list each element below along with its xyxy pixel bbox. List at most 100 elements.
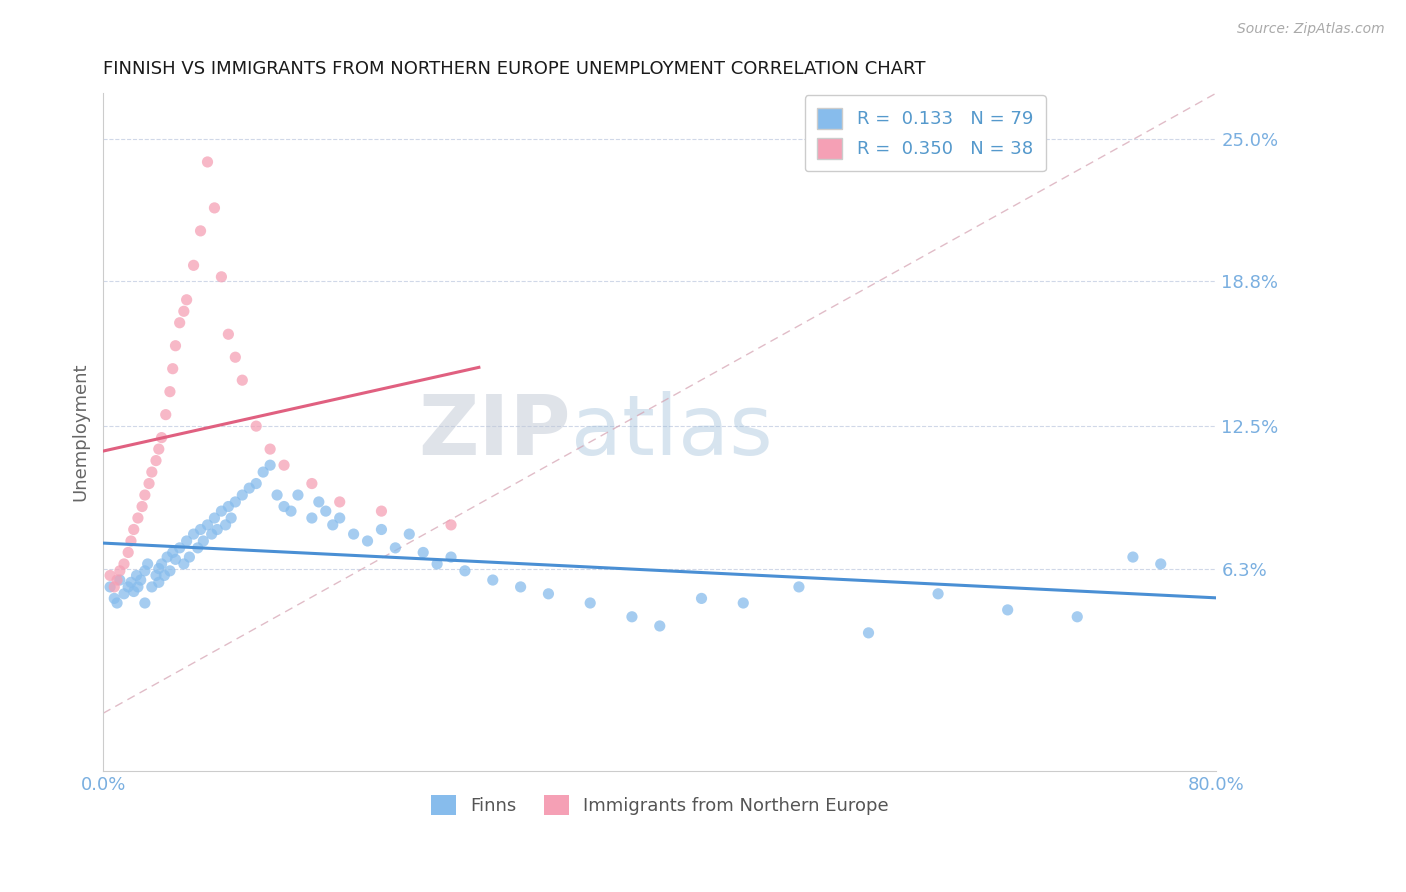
Point (105, 596, 128, 610)
Point (219, 511, 242, 525)
Point (122, 523, 145, 537)
Text: FINNISH VS IMMIGRANTS FROM NORTHERN EUROPE UNEMPLOYMENT CORRELATION CHART: FINNISH VS IMMIGRANTS FROM NORTHERN EURO… (103, 60, 925, 78)
Point (159, 564, 181, 578)
Point (153, 568, 176, 582)
Point (155, 408, 177, 422)
Point (120, 575, 142, 590)
Point (112, 557, 135, 571)
Point (159, 384, 181, 399)
Point (579, 596, 602, 610)
Point (997, 603, 1019, 617)
Point (148, 575, 170, 590)
Point (134, 596, 156, 610)
Point (162, 545, 184, 559)
Point (150, 557, 173, 571)
Point (537, 587, 560, 601)
Point (187, 541, 209, 555)
Point (238, 481, 260, 495)
Point (117, 580, 139, 594)
Point (322, 517, 344, 532)
Point (145, 568, 167, 582)
Point (398, 527, 420, 541)
Point (787, 580, 810, 594)
Point (329, 511, 352, 525)
Point (209, 269, 232, 284)
Point (287, 488, 309, 502)
Point (108, 564, 131, 578)
Point (509, 580, 531, 594)
Point (209, 504, 232, 518)
Point (108, 573, 131, 587)
Point (193, 533, 215, 548)
Point (122, 584, 145, 599)
Point (103, 580, 125, 594)
Point (183, 527, 205, 541)
Point (134, 564, 156, 578)
Point (245, 476, 267, 491)
Point (148, 561, 170, 575)
Point (176, 293, 198, 307)
Point (204, 511, 226, 525)
Point (426, 557, 449, 571)
Legend: Finns, Immigrants from Northern Europe: Finns, Immigrants from Northern Europe (423, 788, 896, 822)
Point (169, 541, 191, 555)
Point (141, 465, 163, 479)
Point (440, 550, 463, 565)
Point (125, 568, 148, 582)
Point (280, 504, 302, 518)
Point (259, 458, 281, 472)
Point (173, 557, 195, 571)
Point (134, 488, 156, 502)
Point (190, 224, 212, 238)
Point (648, 619, 671, 633)
Point (207, 523, 229, 537)
Point (224, 350, 246, 364)
Point (245, 419, 267, 434)
Point (176, 533, 198, 548)
Point (620, 609, 643, 624)
Point (343, 527, 366, 541)
Text: ZIP: ZIP (418, 392, 571, 473)
Point (148, 442, 170, 456)
Point (165, 339, 187, 353)
Point (136, 557, 159, 571)
Point (481, 573, 503, 587)
Point (98, 580, 121, 594)
Point (131, 500, 153, 514)
Point (197, 517, 219, 532)
Y-axis label: Unemployment: Unemployment (72, 363, 89, 501)
Point (273, 458, 295, 472)
Point (384, 541, 406, 555)
Point (315, 504, 337, 518)
Point (217, 327, 239, 342)
Point (329, 495, 352, 509)
Text: Source: ZipAtlas.com: Source: ZipAtlas.com (1237, 22, 1385, 37)
Point (1150, 557, 1173, 571)
Point (858, 625, 880, 640)
Point (231, 488, 253, 502)
Point (204, 201, 226, 215)
Point (127, 580, 149, 594)
Point (145, 453, 167, 467)
Point (105, 573, 128, 587)
Point (1066, 609, 1088, 624)
Point (138, 476, 160, 491)
Point (1122, 550, 1144, 565)
Point (156, 550, 179, 565)
Point (197, 155, 219, 169)
Point (129, 573, 152, 587)
Point (112, 587, 135, 601)
Point (173, 304, 195, 318)
Point (266, 488, 288, 502)
Point (412, 545, 434, 559)
Point (273, 500, 295, 514)
Point (733, 596, 755, 610)
Point (927, 587, 949, 601)
Point (120, 533, 142, 548)
Point (165, 552, 187, 566)
Point (162, 361, 184, 376)
Point (127, 511, 149, 525)
Point (98, 568, 121, 582)
Point (141, 580, 163, 594)
Point (179, 550, 201, 565)
